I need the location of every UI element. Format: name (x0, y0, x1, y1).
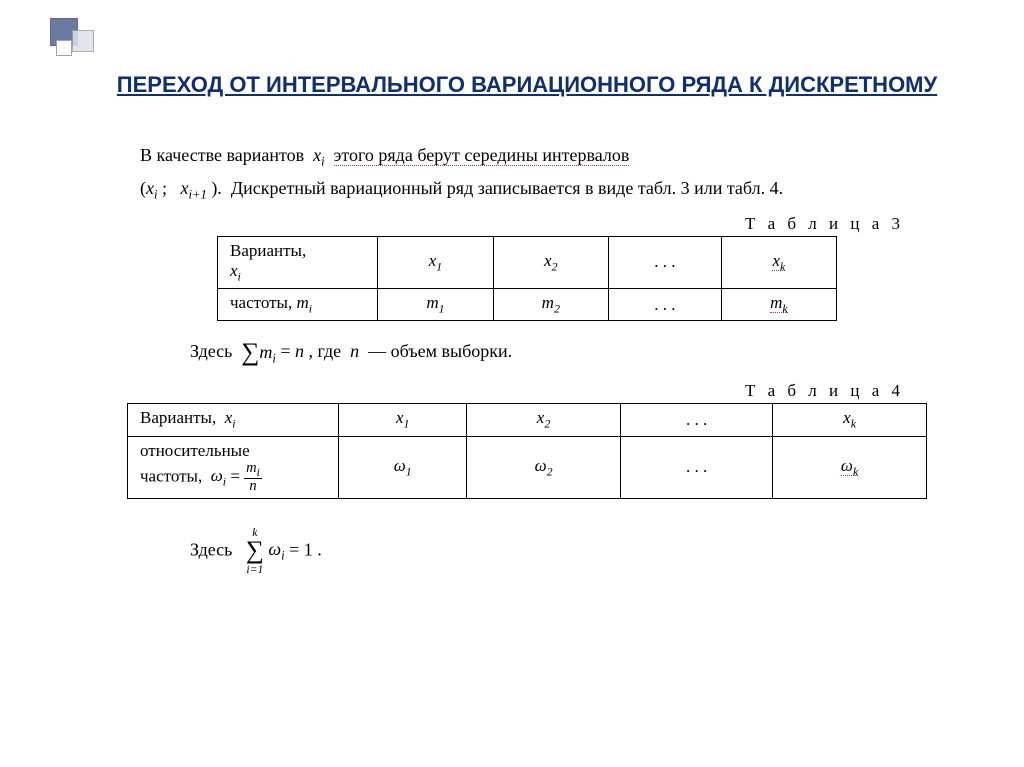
page-content: ПЕРЕХОД ОТ ИНТЕРВАЛЬНОГО ВАРИАЦИОННОГО Р… (0, 0, 1024, 575)
t4-omega-i: ωi (211, 466, 226, 485)
t3-x2: x (544, 251, 552, 270)
page-title: ПЕРЕХОД ОТ ИНТЕРВАЛЬНОГО ВАРИАЦИОННОГО Р… (110, 70, 944, 100)
t4-wk: ωk (841, 456, 858, 476)
sigma-icon: ∑ (241, 339, 259, 367)
intro-text-2: этого ряда берут середины интервалов (334, 145, 630, 166)
final-a: Здесь (190, 539, 232, 559)
mid-n2: n (350, 342, 359, 362)
intro-paragraph: В качестве вариантов xi этого ряда берут… (140, 140, 914, 206)
t3-r1-sym: xi (230, 261, 241, 280)
final-dot: . (317, 539, 322, 559)
t3-mk: mk (770, 293, 788, 313)
table4-caption: Т а б л и ц а 4 (110, 381, 904, 401)
slide-decoration (50, 18, 110, 58)
t3-xk: xk (772, 251, 785, 271)
t4-w1: ω (394, 456, 406, 475)
sigma-icon: ∑ (246, 538, 264, 563)
t3-dots1: . . . (608, 236, 721, 288)
table-3: Варианты, xi x1 x2 . . . xk частоты, mi … (217, 236, 837, 322)
mid-formula: Здесь ∑mi = n , где n — объем выборки. (190, 339, 904, 367)
t4-xk: xk (843, 408, 856, 427)
t4-dots1: . . . (621, 404, 773, 436)
table-row: Варианты, xi x1 x2 . . . xk (128, 404, 927, 436)
intro-text-3: Дискретный вариационный ряд записывается… (231, 178, 783, 198)
table-row: частоты, mi m1 m2 . . . mk (218, 289, 837, 321)
t3-dots2: . . . (608, 289, 721, 321)
t4-w2: ω (535, 456, 547, 475)
t3-r1-label: Варианты, (230, 241, 306, 260)
mid-a: Здесь (190, 342, 232, 362)
final-formula: Здесь k ∑ i=1 ωi = 1 . (190, 527, 904, 576)
table-row: относительные частоты, ωi = mi n ω1 ω2 .… (128, 436, 927, 498)
t3-r2-label: частоты, mi (230, 293, 312, 312)
interval-xi: xi (146, 178, 158, 198)
mid-b: , где (309, 342, 342, 362)
sum-bot: i=1 (246, 564, 264, 576)
table-4: Варианты, xi x1 x2 . . . xk относительны… (127, 403, 927, 498)
t4-frac: mi n (244, 461, 262, 494)
intro-var-xi: xi (313, 145, 325, 165)
intro-text-1: В качестве вариантов (140, 145, 304, 165)
mid-n: n (295, 342, 304, 362)
t3-m2: m (542, 293, 554, 312)
final-omega: ωi (268, 539, 284, 559)
table-row: Варианты, xi x1 x2 . . . xk (218, 236, 837, 288)
t4-r2-label-a: относительные (140, 441, 250, 460)
sigma-with-limits: k ∑ i=1 (246, 527, 264, 576)
table3-caption: Т а б л и ц а 3 (110, 214, 904, 234)
mid-c: — объем выборки. (368, 342, 512, 362)
t4-dots2: . . . (621, 436, 773, 498)
t3-m1: m (426, 293, 438, 312)
interval-xi1: xi+1 (181, 178, 207, 198)
mid-mi: mi (259, 342, 276, 362)
t4-r1-label: Варианты, xi (140, 408, 236, 427)
t4-r2-label-b: частоты, (140, 466, 202, 485)
